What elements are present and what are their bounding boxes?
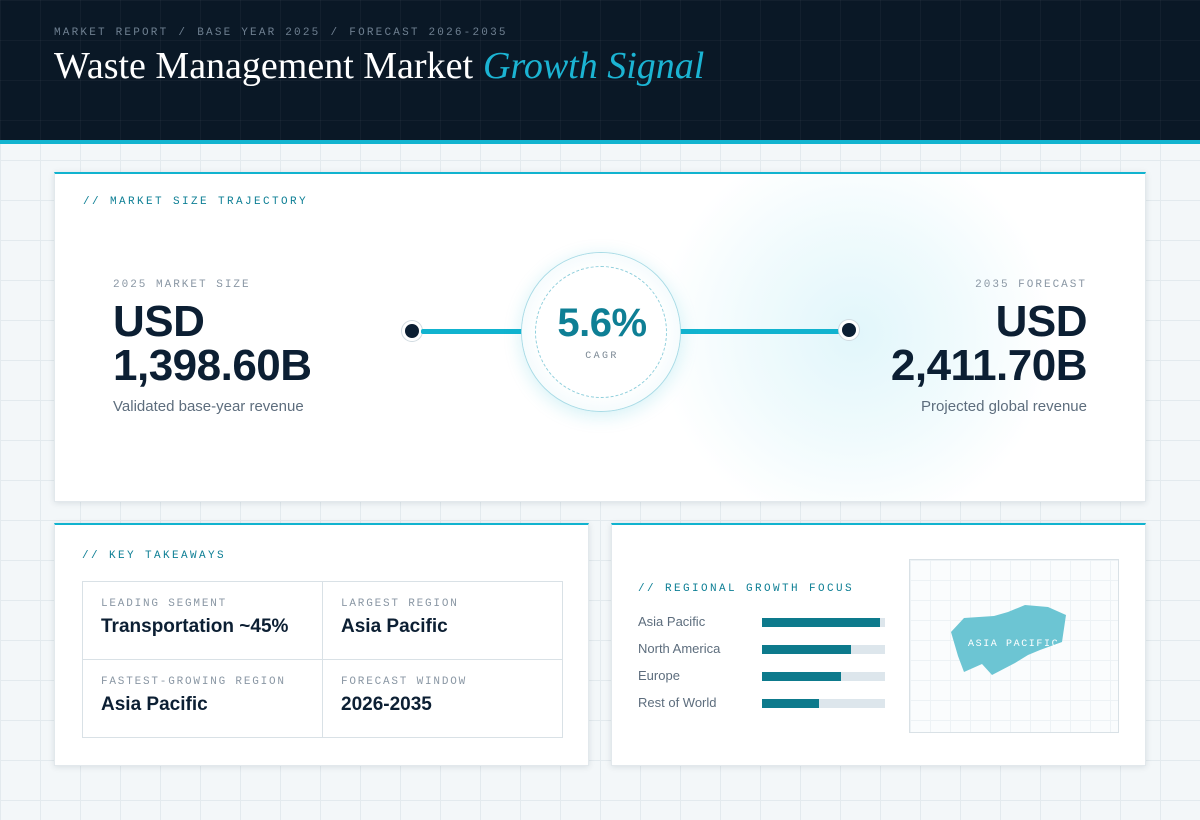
page-title-main: Waste Management Market [54,45,474,87]
takeaway-value: Asia Pacific [101,694,208,715]
cagr-value: 5.6% [557,301,647,345]
region-bar-fill [762,699,819,708]
region-bar-track [762,618,885,627]
trajectory-end-dot [839,320,859,340]
region-row: Asia Pacific [638,614,888,630]
card-label: // MARKET SIZE TRAJECTORY [83,196,309,208]
end-subtitle: Projected global revenue [921,398,1087,415]
trajectory-line-right [679,329,841,334]
breadcrumb-separator: / [178,27,188,39]
breadcrumb: MARKET REPORT / BASE YEAR 2025 / FORECAST 20… [54,27,508,39]
start-subtitle: Validated base-year revenue [113,398,304,415]
takeaway-leading-segment: LEADING SEGMENT Transportation ~45% [83,582,323,660]
region-name: North America [638,641,721,656]
takeaway-fastest-growing-region: FASTEST-GROWING REGION Asia Pacific [83,660,323,738]
region-row: Rest of World [638,695,888,711]
key-takeaways-card: // KEY TAKEAWAYS LEADING SEGMENT Transpo… [54,523,589,766]
region-bar-track [762,672,885,681]
end-caption: 2035 FORECAST [975,279,1087,291]
region-map: ASIA PACIFIC [909,559,1119,733]
region-row: North America [638,641,888,657]
breadcrumb-separator: / [330,27,340,39]
end-currency: USD [995,297,1088,346]
asia-pacific-map-shape [951,605,1066,675]
region-row: Europe [638,668,888,684]
breadcrumb-item: BASE YEAR 2025 [197,27,321,39]
takeaways-grid: LEADING SEGMENT Transportation ~45% LARG… [82,581,563,738]
breadcrumb-item: MARKET REPORT [54,27,169,39]
cagr-inner-ring: 5.6% CAGR [535,266,667,398]
start-currency: USD [113,297,205,346]
takeaway-forecast-window: FORECAST WINDOW 2026-2035 [323,660,563,738]
takeaway-value: Asia Pacific [341,616,448,637]
takeaway-value: Transportation ~45% [101,616,289,637]
takeaway-caption: FORECAST WINDOW [341,676,468,688]
region-name: Rest of World [638,695,717,710]
card-label: // KEY TAKEAWAYS [82,550,227,562]
region-name: Asia Pacific [638,614,706,629]
trajectory-start-dot [402,321,422,341]
takeaway-caption: LARGEST REGION [341,598,459,610]
cagr-caption: CAGR [585,351,619,362]
market-size-trajectory-card: // MARKET SIZE TRAJECTORY 2025 MARKET SI… [54,172,1146,502]
region-bar-fill [762,618,881,627]
page-title: Waste Management Market Growth Signal [54,44,704,88]
end-value: 2,411.70B [890,341,1088,390]
map-label: ASIA PACIFIC [968,639,1060,650]
region-bar-track [762,645,885,654]
regional-growth-card: // REGIONAL GROWTH FOCUS Asia Pacific No… [611,523,1146,766]
takeaway-caption: FASTEST-GROWING REGION [101,676,286,688]
card-label: // REGIONAL GROWTH FOCUS [638,583,855,595]
start-value: 1,398.60B [113,341,312,390]
cagr-badge: 5.6% CAGR [521,252,681,412]
report-header: MARKET REPORT / BASE YEAR 2025 / FORECAST 20… [0,0,1200,144]
region-bar-fill [762,645,851,654]
start-caption: 2025 MARKET SIZE [113,279,251,291]
region-name: Europe [638,668,680,683]
breadcrumb-item: FORECAST 2026-2035 [349,27,508,39]
takeaway-value: 2026-2035 [341,694,432,715]
region-bar-track [762,699,885,708]
region-bar-fill [762,672,841,681]
takeaway-caption: LEADING SEGMENT [101,598,228,610]
takeaway-largest-region: LARGEST REGION Asia Pacific [323,582,563,660]
trajectory-line-left [421,329,523,334]
page-title-accent: Growth Signal [483,45,705,87]
